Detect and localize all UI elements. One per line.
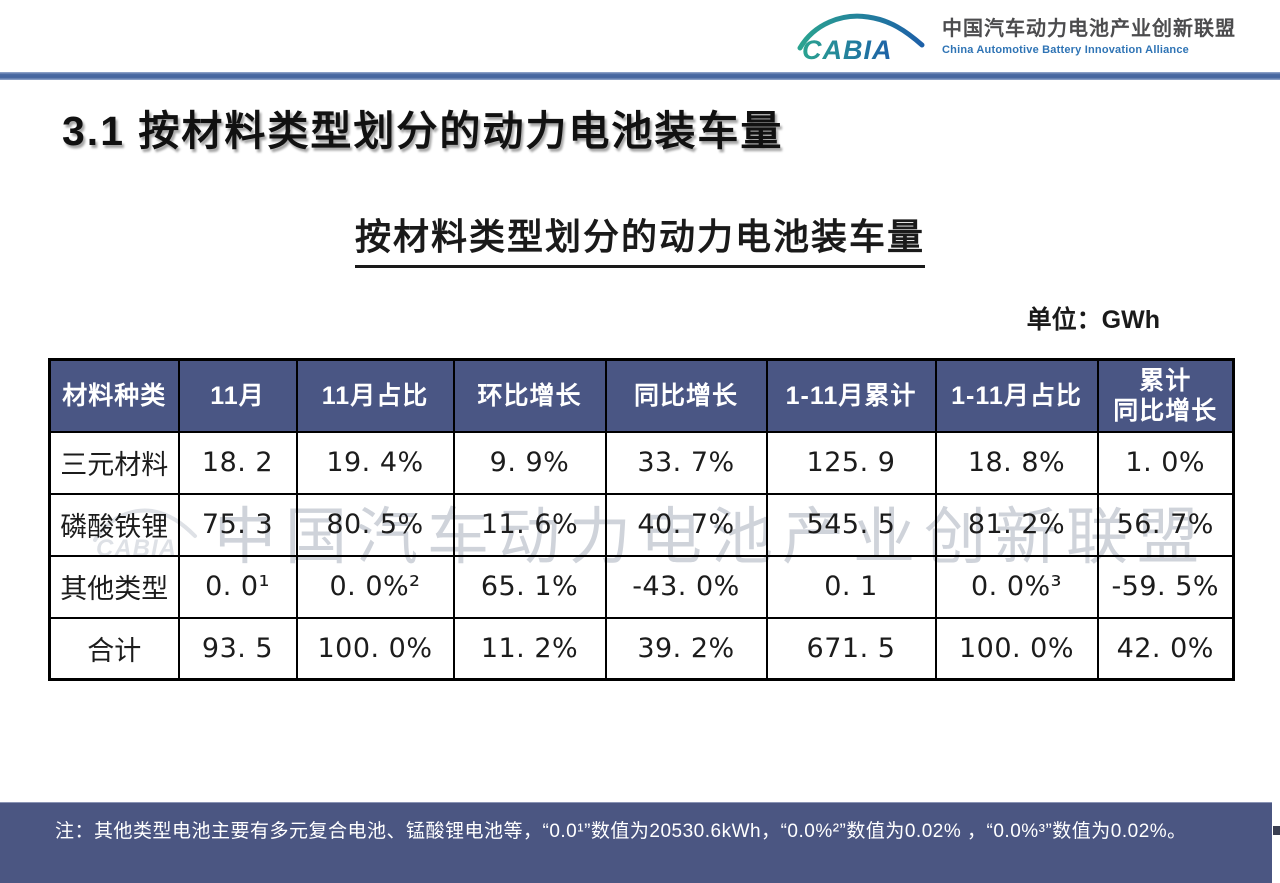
footnote-text: 注：其他类型电池主要有多元复合电池、锰酸锂电池等，“0.0¹”数值为20530.…	[55, 821, 1187, 842]
table-cell: 42. 0%	[1096, 616, 1235, 681]
table-cell: -43. 0%	[604, 554, 768, 619]
cabia-logo-icon: CABIA	[797, 13, 925, 64]
table-cell: -59. 5%	[1096, 554, 1235, 619]
footer-note-bar: 注：其他类型电池主要有多元复合电池、锰酸锂电池等，“0.0¹”数值为20530.…	[0, 802, 1272, 883]
row-label: 三元材料	[48, 430, 180, 495]
header-divider-rule	[0, 72, 1280, 80]
unit-label: 单位：GWh	[1026, 306, 1160, 334]
table-row-lfp: 磷酸铁锂 75. 3 80. 5% 11. 6% 40. 7% 545. 5 8…	[48, 492, 1235, 557]
table-row-ternary: 三元材料 18. 2 19. 4% 9. 9% 33. 7% 125. 9 18…	[48, 430, 1235, 495]
table-cell: 11. 6%	[452, 492, 607, 557]
col-header-cumulative: 1-11月累计	[765, 358, 937, 433]
table-cell: 33. 7%	[604, 430, 768, 495]
battery-data-table: 材料种类 11月 11月占比 环比增长 同比增长 1-11月累计 1-11月占比…	[48, 358, 1235, 681]
row-label: 磷酸铁锂	[48, 492, 180, 557]
table-cell: 56. 7%	[1096, 492, 1235, 557]
table-cell: 75. 3	[177, 492, 298, 557]
table-cell: 80. 5%	[295, 492, 455, 557]
brand-header: CABIA 中国汽车动力电池产业创新联盟 China Automotive Ba…	[794, 8, 1236, 64]
table-cell: 125. 9	[765, 430, 937, 495]
table-cell: 18. 2	[177, 430, 298, 495]
table-cell: 100. 0%	[295, 616, 455, 681]
table-cell: 545. 5	[765, 492, 937, 557]
brand-text: 中国汽车动力电池产业创新联盟 China Automotive Battery …	[942, 17, 1236, 56]
org-name-en: China Automotive Battery Innovation Alli…	[942, 43, 1189, 56]
table-cell: 11. 2%	[452, 616, 607, 681]
page-title: 3.1 按材料类型划分的动力电池装车量	[62, 108, 784, 154]
table-header-row: 材料种类 11月 11月占比 环比增长 同比增长 1-11月累计 1-11月占比…	[48, 358, 1235, 433]
table-cell: 0. 0¹	[177, 554, 298, 619]
table-cell: 40. 7%	[604, 492, 768, 557]
table-cell: 671. 5	[765, 616, 937, 681]
table-cell: 1. 0%	[1096, 430, 1235, 495]
scrollbar-nub[interactable]	[1273, 826, 1280, 835]
table-cell: 65. 1%	[452, 554, 607, 619]
col-header-nov: 11月	[177, 358, 298, 433]
col-header-cumulative-share: 1-11月占比	[934, 358, 1099, 433]
table-title-wrap: 按材料类型划分的动力电池装车量	[0, 208, 1280, 268]
table-cell: 19. 4%	[295, 430, 455, 495]
table-cell: 81. 2%	[934, 492, 1099, 557]
col-header-material: 材料种类	[48, 358, 180, 433]
svg-text:CABIA: CABIA	[802, 35, 893, 64]
table-cell: 0. 0%³	[934, 554, 1099, 619]
table-cell: 100. 0%	[934, 616, 1099, 681]
table-row-other: 其他类型 0. 0¹ 0. 0%² 65. 1% -43. 0% 0. 1 0.…	[48, 554, 1235, 619]
row-label: 合计	[48, 616, 180, 681]
table-cell: 0. 0%²	[295, 554, 455, 619]
col-header-nov-share: 11月占比	[295, 358, 455, 433]
table-title: 按材料类型划分的动力电池装车量	[354, 208, 925, 268]
table-cell: 93. 5	[177, 616, 298, 681]
table-cell: 18. 8%	[934, 430, 1099, 495]
col-header-mom-growth: 环比增长	[452, 358, 607, 433]
row-label: 其他类型	[48, 554, 180, 619]
org-name-zh: 中国汽车动力电池产业创新联盟	[942, 17, 1236, 40]
col-header-cumulative-yoy: 累计 同比增长	[1096, 358, 1235, 433]
col-header-yoy-growth: 同比增长	[604, 358, 768, 433]
table-cell: 9. 9%	[452, 430, 607, 495]
table-cell: 39. 2%	[604, 616, 768, 681]
table-cell: 0. 1	[765, 554, 937, 619]
table-row-total: 合计 93. 5 100. 0% 11. 2% 39. 2% 671. 5 10…	[48, 616, 1235, 681]
